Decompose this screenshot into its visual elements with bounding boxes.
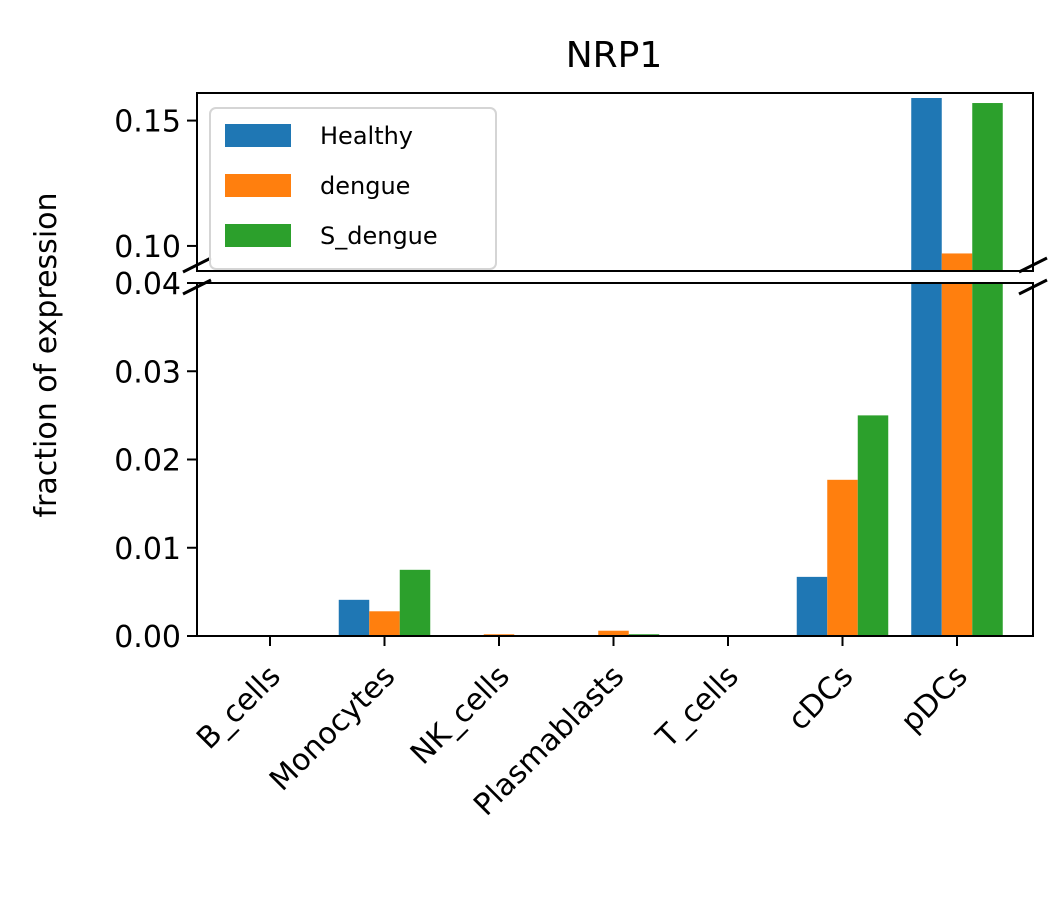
bar-healthy-cdcs [796, 576, 828, 636]
legend-label-dengue: dengue [320, 172, 410, 200]
chart-title: NRP1 [566, 35, 663, 76]
y-tick-label: 0.00 [114, 620, 181, 655]
x-tick-label-nk-cells: NK_cells [404, 659, 517, 772]
bar-dengue-plasmablasts [598, 630, 629, 636]
bar-healthy-monocytes [338, 599, 370, 636]
y-tick-label: 0.10 [114, 230, 181, 265]
bar-dengue-monocytes [369, 611, 400, 636]
x-tick-label-cdcs: cDCs [782, 659, 861, 738]
legend-swatch-s-dengue [225, 224, 291, 247]
y-tick-label: 0.01 [114, 532, 181, 567]
bar-s-dengue-monocytes [399, 569, 431, 636]
bar-s-dengue-pdcs [972, 283, 1003, 636]
bar-dengue-cdcs [827, 479, 858, 636]
legend: Healthy dengue S_dengue [209, 107, 497, 270]
legend-swatch-healthy [225, 124, 291, 147]
bar-healthy-pdcs [911, 283, 942, 636]
x-tick-label-b-cells: B_cells [190, 659, 287, 756]
lower-panel-frame [196, 282, 1034, 637]
y-tick-label: 0.15 [114, 105, 181, 140]
bar-healthy-pdcs-upper [911, 98, 942, 271]
lower-panel-bars [338, 283, 1003, 637]
legend-label-s-dengue: S_dengue [320, 222, 438, 250]
legend-label-healthy: Healthy [320, 122, 413, 150]
axis-break-marks [182, 256, 1048, 296]
bar-dengue-pdcs-upper [941, 253, 973, 271]
bar-s-dengue-cdcs [857, 415, 889, 637]
y-tick-label: 0.04 [114, 267, 181, 302]
bar-dengue-pdcs [941, 283, 973, 636]
axis-break-gap [199, 272, 1031, 282]
y-tick-label: 0.02 [114, 444, 181, 479]
upper-panel-frame [196, 92, 1034, 272]
y-ticks: 0.00 0.01 0.02 0.03 0.040.10 0.15 [114, 105, 197, 655]
x-tick-label-t-cells: T_cells [649, 659, 746, 756]
legend-swatch-dengue [225, 174, 291, 197]
x-tick-label-pdcs: pDCs [894, 659, 974, 739]
x-tick-label-monocytes: Monocytes [263, 659, 402, 798]
y-tick-label: 0.03 [114, 355, 181, 390]
y-axis-title: fraction of expression [29, 192, 64, 517]
upper-panel-bars [911, 98, 1003, 271]
bar-s-dengue-pdcs-upper [972, 103, 1003, 271]
